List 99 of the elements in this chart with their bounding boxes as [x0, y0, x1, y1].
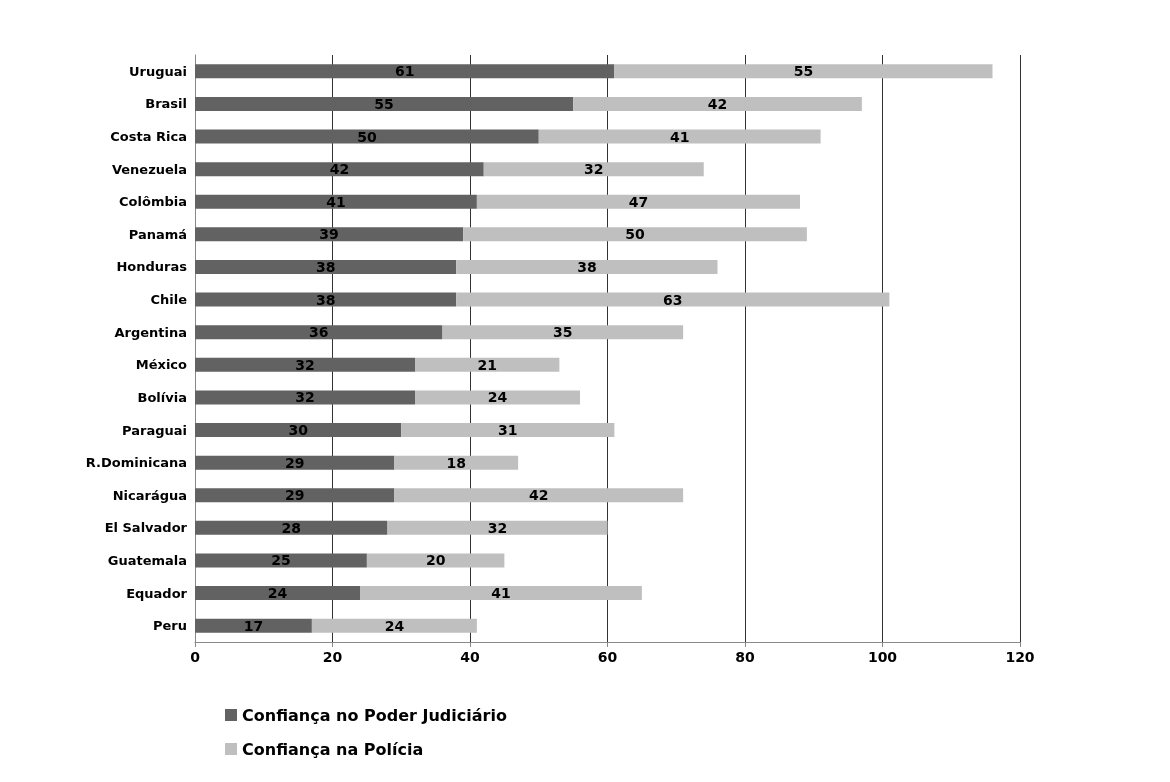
bar	[195, 259, 457, 274]
data-label: 29	[284, 487, 305, 504]
bar	[401, 423, 615, 438]
data-label: 31	[498, 422, 518, 439]
bar	[394, 455, 519, 470]
data-label: 36	[309, 324, 329, 341]
data-label: 20	[425, 552, 446, 569]
data-label: 55	[793, 63, 814, 80]
y-tick-label: Brasil	[145, 96, 187, 112]
x-tick-label: 120	[1005, 649, 1035, 665]
data-label: 38	[315, 291, 336, 308]
data-label: 38	[315, 258, 336, 275]
data-label: 32	[295, 389, 315, 406]
data-label: 24	[267, 585, 288, 602]
y-tick-label: Venezuela	[111, 161, 187, 177]
y-tick-label: R.Dominicana	[85, 455, 187, 471]
data-label: 28	[281, 519, 301, 536]
data-label: 30	[288, 422, 309, 439]
bar	[195, 162, 484, 177]
y-tick-label: Chile	[150, 292, 188, 308]
bar	[456, 292, 890, 307]
y-tick-label: Guatemala	[107, 552, 187, 568]
bar	[195, 520, 388, 535]
y-tick-label: Colômbia	[119, 194, 187, 210]
bar	[442, 325, 684, 340]
bar	[195, 423, 402, 438]
legend-label: Confiança na Polícia	[242, 739, 424, 759]
data-label: 50	[357, 128, 377, 145]
bar	[483, 162, 704, 177]
y-tick-label: Argentina	[114, 324, 187, 340]
data-label: 38	[577, 258, 597, 275]
bar	[366, 553, 505, 568]
bar	[415, 357, 560, 372]
data-label: 17	[243, 617, 264, 634]
bar	[195, 488, 395, 503]
x-tick-label: 80	[735, 649, 755, 665]
bar	[195, 586, 360, 601]
data-label: 35	[553, 324, 573, 341]
y-tick-label: Costa Rica	[110, 129, 187, 145]
bar	[360, 586, 642, 601]
x-tick-label: 40	[460, 649, 480, 665]
x-tick-label: 60	[597, 649, 618, 665]
bar	[538, 129, 821, 144]
y-tick-label: Equador	[126, 585, 188, 601]
data-label: 25	[271, 552, 291, 569]
y-tick-label: Paraguai	[122, 422, 187, 438]
bar	[195, 64, 615, 79]
bar	[195, 357, 415, 372]
bar	[415, 390, 580, 405]
legend-label: Confiança no Poder Judiciário	[242, 705, 507, 725]
data-label: 39	[319, 226, 339, 243]
bar	[195, 553, 367, 568]
x-tick-label: 0	[190, 649, 201, 665]
bar	[573, 96, 862, 111]
bar	[195, 455, 395, 470]
data-label: 55	[374, 95, 394, 112]
x-tick-label: 20	[322, 649, 343, 665]
bar	[394, 488, 684, 503]
y-tick-label: Bolívia	[137, 389, 187, 405]
bar	[195, 618, 312, 633]
y-tick-label: Nicarágua	[112, 487, 187, 503]
data-label: 41	[326, 193, 346, 210]
bar	[195, 194, 477, 209]
data-label: 32	[584, 161, 604, 178]
bar	[311, 618, 477, 633]
bar	[456, 259, 718, 274]
data-label: 50	[625, 226, 645, 243]
bar	[387, 520, 608, 535]
data-label: 24	[487, 389, 508, 406]
y-tick-label: México	[135, 357, 188, 373]
bar	[195, 227, 464, 242]
y-tick-label: Honduras	[116, 259, 188, 275]
bar	[614, 64, 993, 79]
bar	[195, 325, 443, 340]
bar	[463, 227, 807, 242]
data-label: 41	[491, 585, 511, 602]
data-label: 42	[329, 161, 350, 178]
bar	[195, 129, 539, 144]
bar	[195, 292, 457, 307]
x-tick-label: 100	[867, 649, 898, 665]
bar	[195, 390, 415, 405]
y-tick-label: El Salvador	[104, 520, 188, 536]
data-label: 61	[394, 63, 415, 80]
data-label: 29	[284, 454, 305, 471]
data-label: 41	[669, 128, 690, 145]
y-tick-label: Peru	[152, 618, 187, 634]
data-label: 18	[446, 454, 466, 471]
data-label: 32	[295, 356, 315, 373]
data-label: 21	[477, 356, 497, 373]
data-label: 42	[707, 95, 728, 112]
data-label: 63	[663, 291, 683, 308]
data-label: 47	[628, 193, 649, 210]
bar	[195, 96, 574, 111]
bar	[476, 194, 800, 209]
y-tick-label: Panamá	[128, 226, 187, 242]
y-tick-label: Uruguai	[128, 63, 187, 79]
data-label: 24	[384, 617, 405, 634]
data-label: 32	[487, 519, 508, 536]
data-label: 42	[529, 487, 549, 504]
